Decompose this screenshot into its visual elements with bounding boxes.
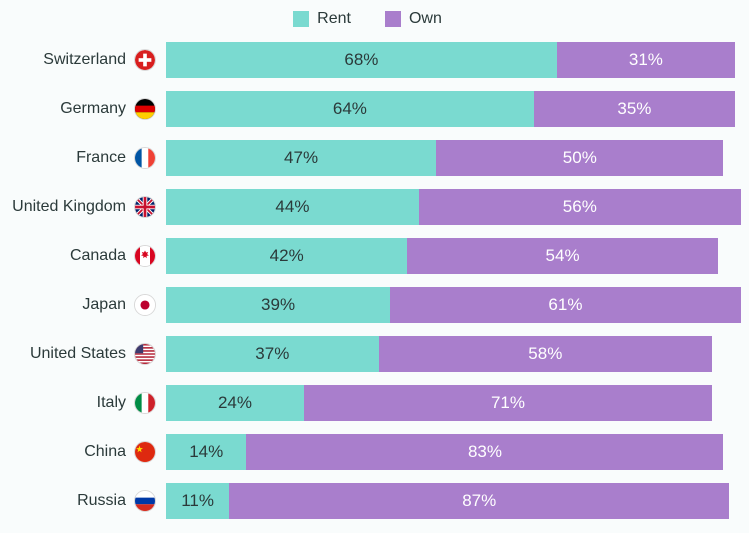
bar-segment-own: 83%	[246, 434, 723, 470]
own-value: 83%	[468, 442, 502, 462]
rent-value: 11%	[181, 491, 214, 511]
stacked-bar: 37% 58%	[166, 336, 712, 372]
chart-row: United States 37% 58%	[0, 336, 735, 372]
row-label: United Kingdom	[0, 196, 166, 218]
flag-icon	[134, 441, 156, 463]
bar-segment-rent: 42%	[166, 238, 407, 274]
bar-segment-own: 58%	[379, 336, 712, 372]
row-label: Switzerland	[0, 49, 166, 71]
bar-segment-own: 56%	[419, 189, 741, 225]
country-name: Canada	[70, 247, 126, 265]
legend-swatch-own	[385, 11, 401, 27]
rent-value: 39%	[261, 295, 295, 315]
bar-segment-own: 61%	[390, 287, 741, 323]
stacked-bar: 42% 54%	[166, 238, 718, 274]
flag-icon	[134, 343, 156, 365]
bar-segment-rent: 14%	[166, 434, 246, 470]
stacked-bar: 44% 56%	[166, 189, 741, 225]
own-value: 35%	[617, 99, 651, 119]
country-name: Russia	[77, 492, 126, 510]
bar-segment-own: 54%	[407, 238, 717, 274]
bar-segment-own: 31%	[557, 42, 735, 78]
stacked-bar: 14% 83%	[166, 434, 724, 470]
country-name: United States	[30, 345, 126, 363]
rent-value: 24%	[218, 393, 252, 413]
country-name: Switzerland	[43, 51, 126, 69]
stacked-bar: 64% 35%	[166, 91, 735, 127]
bar-segment-own: 71%	[304, 385, 712, 421]
row-label: China	[0, 441, 166, 463]
bar-segment-rent: 11%	[166, 483, 229, 519]
stacked-bar: 47% 50%	[166, 140, 724, 176]
bar-segment-rent: 44%	[166, 189, 419, 225]
chart-rows: Switzerland 68% 31% Germany 64% 35% Fran…	[0, 42, 735, 519]
legend-swatch-rent	[293, 11, 309, 27]
rent-value: 14%	[189, 442, 223, 462]
bar-segment-own: 35%	[534, 91, 735, 127]
stacked-bar: 11% 87%	[166, 483, 729, 519]
flag-icon	[134, 196, 156, 218]
flag-icon	[134, 245, 156, 267]
legend-item-rent: Rent	[293, 10, 351, 28]
flag-icon	[134, 490, 156, 512]
flag-icon	[134, 392, 156, 414]
chart-legend: Rent Own	[0, 10, 735, 28]
bar-segment-rent: 68%	[166, 42, 557, 78]
bar-segment-rent: 37%	[166, 336, 379, 372]
chart-row: Russia 11% 87%	[0, 483, 735, 519]
bar-segment-rent: 39%	[166, 287, 390, 323]
own-value: 71%	[491, 393, 525, 413]
bar-segment-own: 87%	[229, 483, 729, 519]
row-label: United States	[0, 343, 166, 365]
chart-row: Canada 42% 54%	[0, 238, 735, 274]
own-value: 31%	[629, 50, 663, 70]
bar-segment-rent: 24%	[166, 385, 304, 421]
own-value: 50%	[563, 148, 597, 168]
rent-value: 64%	[333, 99, 367, 119]
row-label: Russia	[0, 490, 166, 512]
country-name: France	[76, 149, 126, 167]
legend-item-own: Own	[385, 10, 442, 28]
own-value: 54%	[546, 246, 580, 266]
flag-icon	[134, 49, 156, 71]
stacked-bar: 39% 61%	[166, 287, 741, 323]
chart-row: Italy 24% 71%	[0, 385, 735, 421]
country-name: Germany	[60, 100, 126, 118]
flag-icon	[134, 294, 156, 316]
bar-segment-rent: 47%	[166, 140, 436, 176]
chart-row: United Kingdom 44% 56%	[0, 189, 735, 225]
rent-value: 68%	[344, 50, 378, 70]
flag-icon	[134, 147, 156, 169]
country-name: Italy	[97, 394, 126, 412]
country-name: China	[84, 443, 126, 461]
row-label: Japan	[0, 294, 166, 316]
bar-segment-own: 50%	[436, 140, 723, 176]
chart-row: Germany 64% 35%	[0, 91, 735, 127]
own-value: 56%	[563, 197, 597, 217]
rent-value: 37%	[255, 344, 289, 364]
chart-row: China 14% 83%	[0, 434, 735, 470]
row-label: Germany	[0, 98, 166, 120]
own-value: 87%	[462, 491, 496, 511]
rent-value: 47%	[284, 148, 318, 168]
own-value: 61%	[548, 295, 582, 315]
country-name: Japan	[82, 296, 126, 314]
own-value: 58%	[528, 344, 562, 364]
row-label: Italy	[0, 392, 166, 414]
country-name: United Kingdom	[12, 198, 126, 216]
bar-segment-rent: 64%	[166, 91, 534, 127]
rent-value: 44%	[275, 197, 309, 217]
row-label: France	[0, 147, 166, 169]
rent-value: 42%	[270, 246, 304, 266]
chart-row: Switzerland 68% 31%	[0, 42, 735, 78]
chart-row: France 47% 50%	[0, 140, 735, 176]
legend-label-rent: Rent	[317, 10, 351, 28]
legend-label-own: Own	[409, 10, 442, 28]
chart-row: Japan 39% 61%	[0, 287, 735, 323]
stacked-bar: 24% 71%	[166, 385, 712, 421]
flag-icon	[134, 98, 156, 120]
stacked-bar: 68% 31%	[166, 42, 735, 78]
row-label: Canada	[0, 245, 166, 267]
